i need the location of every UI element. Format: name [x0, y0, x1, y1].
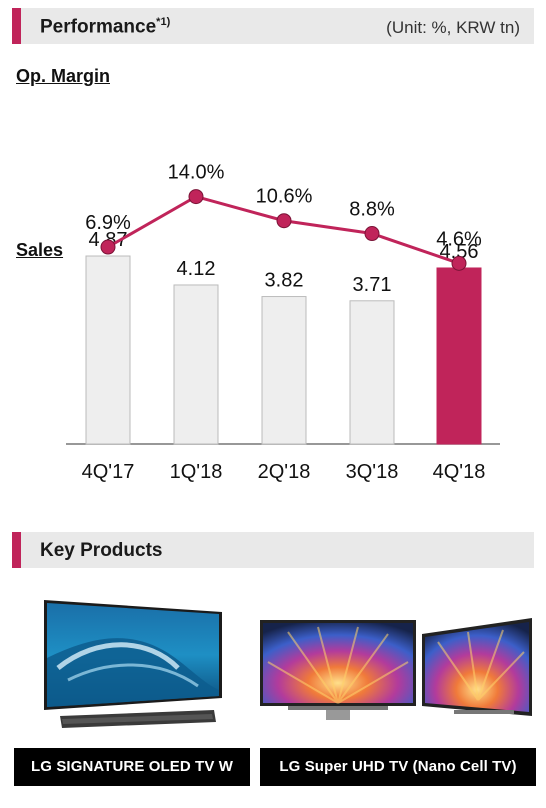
- sales-bar-4Q'17: [85, 255, 131, 445]
- sales-value-label: 3.82: [265, 270, 304, 292]
- category-tick-label: 1Q'18: [170, 461, 223, 483]
- op-margin-point: [364, 226, 380, 242]
- category-tick-label: 3Q'18: [346, 461, 399, 483]
- performance-header: Performance*1) (Unit: %, KRW tn): [12, 8, 534, 44]
- accent-bar: [12, 8, 21, 44]
- op-margin-value-label: 10.6%: [256, 186, 313, 208]
- op-margin-value-label: 4.6%: [436, 228, 482, 250]
- category-tick-label: 4Q'17: [82, 461, 135, 483]
- key-products-title: Key Products: [40, 540, 163, 561]
- unit-label: (Unit: %, KRW tn): [386, 18, 520, 37]
- op-margin-point: [188, 189, 204, 205]
- op-margin-value-label: 6.9%: [85, 212, 131, 234]
- sales-bar-4Q'18: [436, 267, 482, 445]
- oled-tv-image: [44, 600, 222, 728]
- product-label-oled: LG SIGNATURE OLED TV W: [14, 748, 250, 786]
- performance-title: Performance*1): [40, 16, 171, 38]
- key-products-header: Key Products: [12, 532, 534, 568]
- sales-bar-1Q'18: [173, 284, 219, 445]
- footnote-marker: *1): [156, 16, 171, 28]
- product-label-nanocell: LG Super UHD TV (Nano Cell TV): [260, 748, 536, 786]
- sales-value-label: 3.71: [353, 274, 392, 296]
- sales-value-label: 4.56: [440, 241, 479, 263]
- category-tick-label: 2Q'18: [258, 461, 311, 483]
- category-tick-label: 4Q'18: [433, 461, 486, 483]
- op-margin-value-label: 14.0%: [168, 162, 225, 184]
- op-margin-label: Op. Margin: [16, 66, 110, 86]
- sales-bar-3Q'18: [349, 300, 395, 445]
- sales-label: Sales: [16, 240, 64, 260]
- op-margin-point: [451, 255, 467, 271]
- op-margin-value-label: 8.8%: [349, 199, 395, 221]
- accent-bar: [12, 532, 21, 568]
- op-margin-point: [100, 239, 116, 255]
- performance-chart: 4.874Q'174.121Q'183.822Q'183.713Q'184.56…: [66, 162, 500, 483]
- nano-cell-tv-image: [260, 618, 532, 720]
- sales-bar-2Q'18: [261, 296, 307, 445]
- sales-value-label: 4.12: [177, 258, 216, 280]
- op-margin-point: [276, 213, 292, 229]
